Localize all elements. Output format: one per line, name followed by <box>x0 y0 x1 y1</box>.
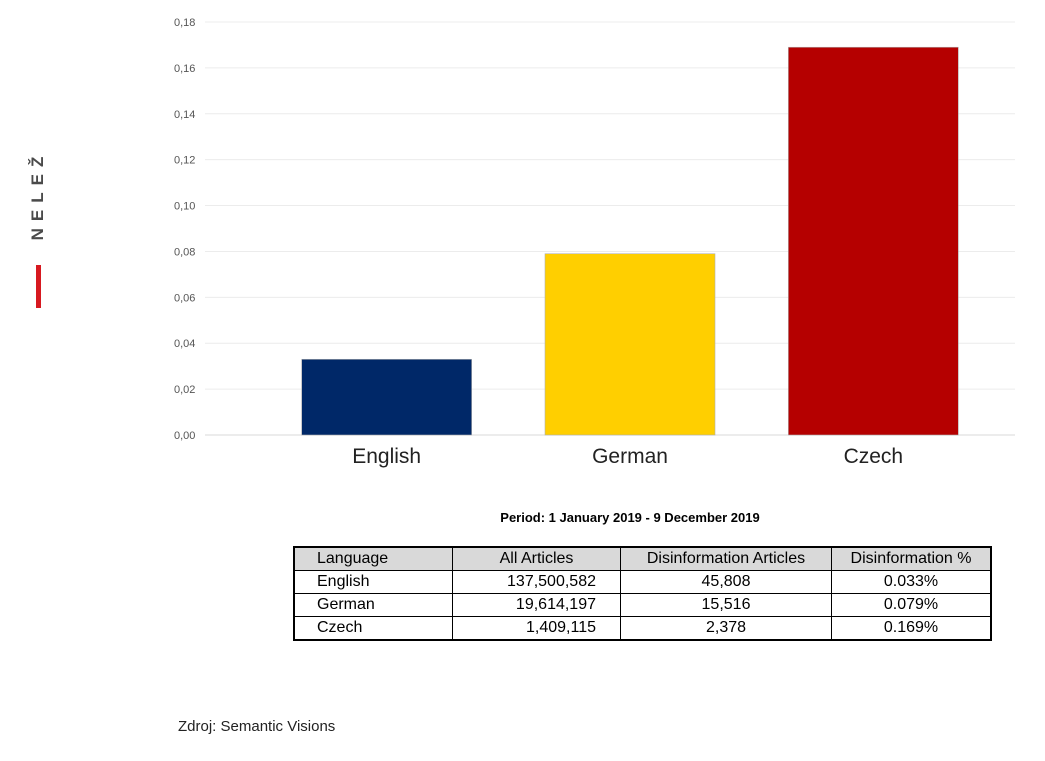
bar-chart: 0,00 0,02 0,04 0,06 0,08 0,10 0,12 0,14 0,16 0,18… <box>174 17 1015 468</box>
y-tick-label: 0,00 <box>174 430 195 442</box>
period-label: Period: 1 January 2019 - 9 December 2019 <box>500 510 760 525</box>
y-tick-label: 0,06 <box>174 292 195 304</box>
source-note: Zdroj: Semantic Visions <box>178 718 336 735</box>
cell-disinformation-articles: 2,378 <box>620 616 832 641</box>
data-table: Language All Articles Disinformation Art… <box>293 546 992 641</box>
cell-disinformation-percent: 0.033% <box>831 570 992 594</box>
cell-all-articles: 19,614,197 <box>452 593 621 617</box>
table-row: German 19,614,197 15,516 0.079% <box>293 593 992 617</box>
x-category-label: German <box>592 445 668 468</box>
cell-disinformation-articles: 15,516 <box>620 593 832 617</box>
table-header-row: Language All Articles Disinformation Art… <box>293 546 992 571</box>
y-tick-label: 0,18 <box>174 17 195 29</box>
brand-accent-bar <box>36 265 41 308</box>
y-tick-label: 0,16 <box>174 63 195 75</box>
x-category-label: Czech <box>844 445 904 468</box>
bar-german <box>544 253 716 436</box>
cell-language: Czech <box>293 616 453 641</box>
y-tick-label: 0,02 <box>174 384 195 396</box>
x-category-label: English <box>352 445 421 468</box>
y-tick-label: 0,08 <box>174 246 195 258</box>
cell-disinformation-percent: 0.079% <box>831 593 992 617</box>
y-axis-ticks: 0,00 0,02 0,04 0,06 0,08 0,10 0,12 0,14 0,16 0,18 <box>174 17 195 442</box>
header-disinformation-percent: Disinformation % <box>831 546 992 571</box>
y-tick-label: 0,12 <box>174 155 195 167</box>
cell-disinformation-percent: 0.169% <box>831 616 992 641</box>
x-axis-categories: English German Czech <box>352 445 903 468</box>
y-tick-label: 0,10 <box>174 201 195 213</box>
header-language: Language <box>293 546 453 571</box>
y-tick-label: 0,14 <box>174 109 195 121</box>
cell-disinformation-articles: 45,808 <box>620 570 832 594</box>
cell-language: German <box>293 593 453 617</box>
bar-czech <box>788 46 959 436</box>
header-disinformation-articles: Disinformation Articles <box>620 546 832 571</box>
table-row: English 137,500,582 45,808 0.033% <box>293 570 992 594</box>
table-row: Czech 1,409,115 2,378 0.169% <box>293 616 992 641</box>
header-all-articles: All Articles <box>452 546 621 571</box>
cell-all-articles: 137,500,582 <box>452 570 621 594</box>
bars <box>301 46 959 436</box>
bar-english <box>301 358 472 436</box>
cell-all-articles: 1,409,115 <box>452 616 621 641</box>
y-tick-label: 0,04 <box>174 338 195 350</box>
cell-language: English <box>293 570 453 594</box>
